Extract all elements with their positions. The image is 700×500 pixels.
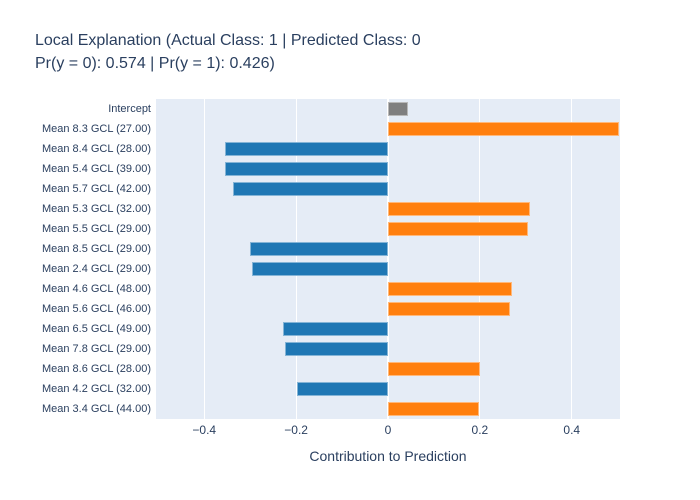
gridline — [295, 99, 297, 419]
intercept-bar — [388, 102, 408, 116]
contribution-bar — [297, 382, 388, 396]
y-axis-label: Mean 2.4 GCL (29.00) — [41, 263, 151, 275]
x-axis-title: Contribution to Prediction — [309, 448, 467, 464]
contribution-bar — [282, 322, 388, 336]
y-axis-label: Mean 7.8 GCL (29.00) — [41, 343, 151, 355]
y-axis-label: Mean 8.5 GCL (29.00) — [41, 243, 151, 255]
y-axis-label: Mean 5.5 GCL (29.00) — [41, 223, 151, 235]
chart-title: Local Explanation (Actual Class: 1 | Pre… — [35, 29, 421, 75]
y-axis-label: Mean 5.3 GCL (32.00) — [41, 203, 151, 215]
x-axis-tick-label: −0.4 — [192, 423, 217, 437]
contribution-bar — [388, 282, 513, 296]
y-axis-label: Mean 4.6 GCL (48.00) — [41, 283, 151, 295]
y-axis-label: Mean 6.5 GCL (49.00) — [41, 323, 151, 335]
contribution-bar — [232, 182, 388, 196]
contribution-bar — [388, 202, 531, 216]
contribution-bar — [284, 342, 388, 356]
contribution-bar — [388, 362, 480, 376]
plot-area[interactable] — [156, 99, 620, 419]
contribution-bar — [249, 242, 388, 256]
gridline — [479, 99, 481, 419]
chart-title-line1: Local Explanation (Actual Class: 1 | Pre… — [35, 32, 421, 49]
contribution-bar — [252, 262, 388, 276]
y-axis-label: Intercept — [108, 103, 151, 115]
x-axis-tick-label: 0 — [384, 423, 392, 437]
contribution-bar — [224, 162, 388, 176]
x-axis-tick-label: −0.2 — [284, 423, 308, 437]
x-axis-tick-label: 0.4 — [563, 423, 581, 437]
y-axis-label: Mean 4.2 GCL (32.00) — [41, 383, 151, 395]
contribution-bar — [388, 222, 529, 236]
contribution-bar — [388, 302, 511, 316]
zero-line — [387, 99, 389, 419]
x-axis-tick-labels: −0.4 −0.2 0 0.2 0.4 — [156, 423, 620, 438]
y-axis-label: Mean 8.3 GCL (27.00) — [41, 123, 151, 135]
gridline — [203, 99, 205, 419]
contribution-bar — [388, 402, 479, 416]
contribution-bar — [224, 142, 388, 156]
x-axis-tick-label: 0.2 — [471, 423, 489, 437]
y-axis-label: Mean 5.4 GCL (39.00) — [41, 163, 151, 175]
y-axis-labels: Intercept Mean 8.3 GCL (27.00) Mean 8.4 GC… — [0, 99, 151, 419]
gridline — [571, 99, 573, 419]
y-axis-label: Mean 5.6 GCL (46.00) — [41, 303, 151, 315]
contribution-bar — [388, 122, 620, 136]
y-axis-label: Mean 8.4 GCL (28.00) — [41, 143, 151, 155]
chart-title-line2: Pr(y = 0): 0.574 | Pr(y = 1): 0.426) — [35, 55, 275, 72]
y-axis-label: Mean 3.4 GCL (44.00) — [41, 403, 151, 415]
y-axis-label: Mean 8.6 GCL (28.00) — [41, 363, 151, 375]
y-axis-label: Mean 5.7 GCL (42.00) — [41, 183, 151, 195]
